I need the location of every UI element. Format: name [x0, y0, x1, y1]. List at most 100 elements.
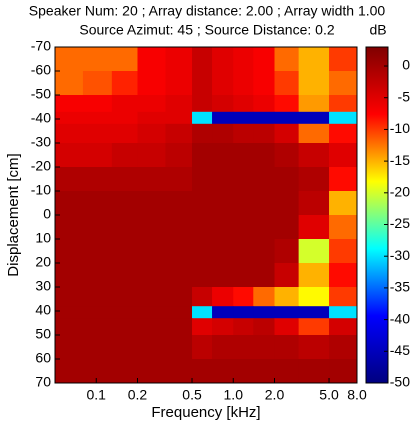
- heatmap-cell: [137, 191, 166, 216]
- heatmap-cell: [274, 287, 300, 307]
- y-tick-label: 0: [43, 206, 51, 222]
- heatmap-cell: [82, 359, 113, 384]
- heatmap-cell: [329, 318, 358, 336]
- heatmap-cell: [137, 335, 166, 360]
- y-tick-label: 60: [35, 350, 51, 366]
- heatmap-cell: [329, 123, 358, 144]
- heatmap-cell: [253, 215, 276, 240]
- heatmap-cell: [274, 143, 300, 168]
- heatmap-cell: [212, 215, 234, 240]
- heatmap-cell: [298, 306, 330, 319]
- heatmap-cell: [298, 47, 330, 72]
- heatmap-cell: [233, 215, 254, 240]
- heatmap-cell: [212, 111, 234, 125]
- heatmap-cell: [212, 306, 234, 319]
- heatmap-cell: [137, 111, 166, 125]
- heatmap-cell: [274, 123, 300, 144]
- heatmap-cell: [233, 71, 254, 96]
- heatmap-cell: [55, 215, 84, 240]
- heatmap-cell: [212, 263, 234, 288]
- heatmap-cell: [192, 71, 213, 96]
- heatmap-cell: [274, 335, 300, 360]
- heatmap-cell: [82, 335, 113, 360]
- heatmap-cell: [233, 143, 254, 168]
- heatmap-cell: [165, 239, 193, 264]
- heatmap-cell: [329, 306, 358, 319]
- heatmap-cell: [192, 263, 213, 288]
- y-tick-label: -40: [31, 110, 51, 126]
- heatmap-cell: [55, 239, 84, 264]
- heatmap-cell: [212, 71, 234, 96]
- heatmap-cell: [274, 111, 300, 125]
- heatmap-cell: [253, 359, 276, 384]
- colorbar-tick-label: -25: [390, 215, 410, 231]
- heatmap-cell: [137, 239, 166, 264]
- heatmap-cell: [111, 263, 138, 288]
- heatmap-cell: [165, 306, 193, 319]
- heatmap-cell: [165, 335, 193, 360]
- heatmap-cell: [137, 95, 166, 113]
- y-axis-label: Displacement [cm]: [5, 153, 22, 276]
- heatmap-cell: [212, 359, 234, 384]
- heatmap-cell: [233, 239, 254, 264]
- heatmap-cell: [329, 111, 358, 125]
- heatmap-cell: [233, 306, 254, 319]
- y-tick-label: 50: [35, 326, 51, 342]
- heatmap-cell: [82, 95, 113, 113]
- heatmap-cell: [55, 335, 84, 360]
- heatmap-cell: [82, 318, 113, 336]
- heatmap-cell: [274, 318, 300, 336]
- heatmap-cell: [192, 359, 213, 384]
- heatmap-cell: [212, 191, 234, 216]
- heatmap-cell: [329, 95, 358, 113]
- heatmap-cell: [82, 71, 113, 96]
- heatmap-cell: [192, 47, 213, 72]
- heatmap-cell: [192, 239, 213, 264]
- heatmap-cell: [165, 123, 193, 144]
- chart-title: Speaker Num: 20 ; Array distance: 2.00 ;…: [29, 3, 386, 19]
- heatmap-cell: [165, 71, 193, 96]
- heatmap-cell: [111, 306, 138, 319]
- heatmap-cell: [253, 95, 276, 113]
- x-axis-label: Frequency [kHz]: [151, 404, 260, 421]
- colorbar-tick-label: -15: [390, 152, 410, 168]
- colorbar-tick-label: -10: [390, 120, 410, 136]
- heatmap-cell: [253, 318, 276, 336]
- heatmap-cell: [82, 167, 113, 192]
- heatmap-cell: [274, 95, 300, 113]
- heatmap-cell: [111, 318, 138, 336]
- heatmap-cell: [55, 263, 84, 288]
- heatmap-cell: [192, 318, 213, 336]
- heatmap-cell: [192, 167, 213, 192]
- heatmap-cell: [329, 335, 358, 360]
- heatmap-cell: [253, 287, 276, 307]
- heatmap-cell: [298, 318, 330, 336]
- heatmap-cell: [233, 263, 254, 288]
- heatmap-cell: [82, 306, 113, 319]
- heatmap-cell: [233, 335, 254, 360]
- heatmap-cell: [55, 359, 84, 384]
- heatmap-cell: [137, 318, 166, 336]
- y-tick-label: -30: [31, 134, 51, 150]
- heatmap-cell: [82, 111, 113, 125]
- heatmap-cell: [233, 167, 254, 192]
- heatmap-cell: [274, 167, 300, 192]
- heatmap-cell: [233, 359, 254, 384]
- heatmap-cell: [192, 335, 213, 360]
- heatmap-cell: [111, 191, 138, 216]
- colorbar-tick-label: -35: [390, 279, 410, 295]
- heatmap-cell: [298, 263, 330, 288]
- heatmap-cell: [212, 95, 234, 113]
- heatmap-cell: [329, 239, 358, 264]
- heatmap-cell: [82, 239, 113, 264]
- heatmap-cell: [274, 215, 300, 240]
- heatmap-cell: [329, 191, 358, 216]
- colorbar-tick-label: -50: [390, 374, 410, 390]
- heatmap-cell: [55, 191, 84, 216]
- heatmap-cell: [165, 215, 193, 240]
- y-tick-label: 30: [35, 278, 51, 294]
- heatmap-cell: [165, 95, 193, 113]
- heatmap-cell: [298, 239, 330, 264]
- heatmap-cell: [233, 111, 254, 125]
